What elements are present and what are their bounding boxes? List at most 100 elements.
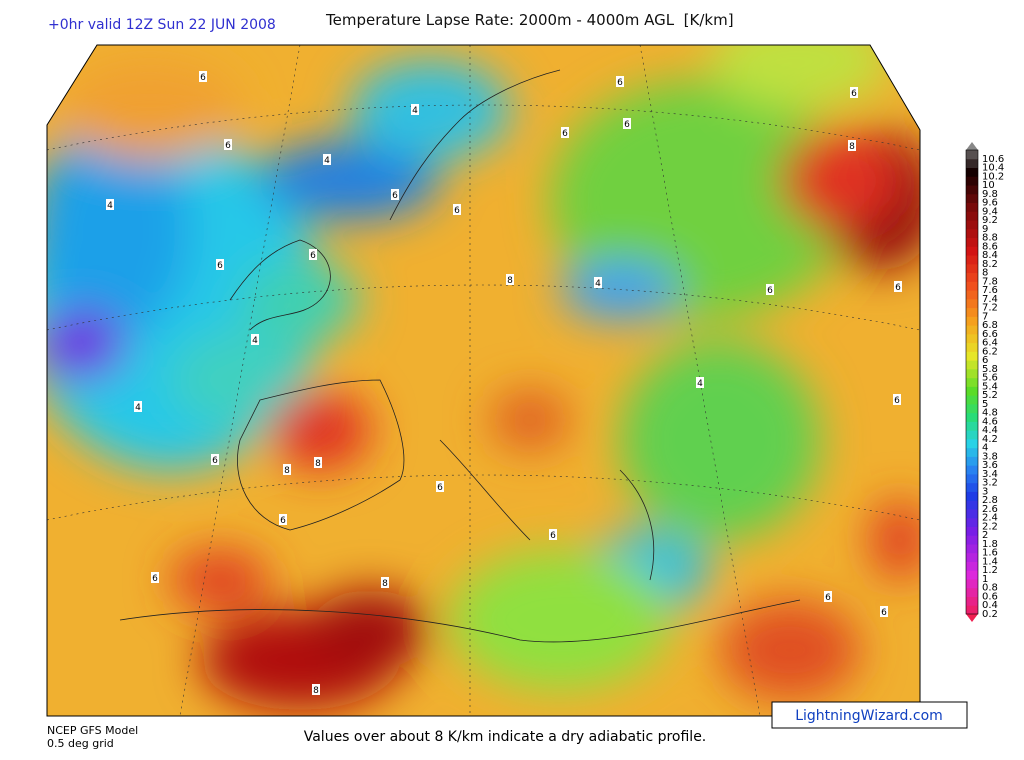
colorbar-label: 2.2 <box>982 521 998 532</box>
contour-label-bg <box>824 591 832 602</box>
contour-label: 6 <box>212 456 218 466</box>
contour-label: 6 <box>200 73 206 83</box>
colorbar-label: 8.4 <box>982 250 998 261</box>
colorbar-swatch <box>966 351 978 361</box>
contour-label: 6 <box>881 608 887 618</box>
colorbar-swatch <box>966 421 978 431</box>
colorbar-swatch <box>966 158 978 169</box>
map-field: 6 4 6 4 4 6 6 6 4 4 6 8 8 6 6 8 8 6 6 4 8 4 6 6 8 6 6 6 6 6 6 6 6 <box>47 45 920 716</box>
colorbar-swatch <box>966 587 978 597</box>
colorbar-label: 6.4 <box>982 338 998 349</box>
colorbar-label: 9.2 <box>982 215 998 226</box>
colorbar-swatch <box>966 508 978 519</box>
colorbar-label: 2 <box>982 530 988 541</box>
colorbar-label: 2.8 <box>982 495 998 506</box>
colorbar-swatch <box>966 526 978 536</box>
contour-label: 8 <box>382 579 388 589</box>
colorbar-swatch <box>966 543 978 554</box>
contour-label-bg <box>766 284 774 295</box>
colorbar-label: 5.4 <box>982 381 998 392</box>
contour-label-bg <box>199 71 207 82</box>
colorbar-frame <box>965 149 979 615</box>
colorbar-swatch <box>966 456 978 466</box>
contour-label: 4 <box>252 336 258 346</box>
colorbar-label: 3.4 <box>982 469 998 480</box>
colorbar-swatch <box>966 491 978 501</box>
brand[interactable]: LightningWizard.com <box>795 708 943 724</box>
contour-label: 6 <box>454 206 460 216</box>
colorbar-swatch <box>966 403 978 414</box>
colorbar-swatch <box>966 255 978 265</box>
colorbar-label: 1.4 <box>982 556 998 567</box>
colorbar-label: 10.6 <box>982 154 1004 165</box>
colorbar-label: 7.6 <box>982 285 998 296</box>
contour-label-bg <box>893 394 901 405</box>
map-title: Temperature Lapse Rate: 2000m - 4000m AG… <box>325 11 734 29</box>
contour-label: 8 <box>315 459 321 469</box>
model-label: NCEP GFS Model <box>47 724 138 737</box>
coastlines <box>119 69 801 643</box>
contour-label: 6 <box>152 574 158 584</box>
colorbar-swatch <box>966 211 978 221</box>
colorbar-swatch <box>966 570 978 580</box>
colorbar-label: 3 <box>982 486 988 497</box>
colorbar-swatch <box>966 482 978 492</box>
colorbar-swatch <box>966 377 978 387</box>
contour-label: 4 <box>697 379 703 389</box>
colorbar-label: 5.2 <box>982 390 998 401</box>
contour-label-bg <box>594 277 602 288</box>
colorbar-label: 10 <box>982 180 995 191</box>
contour-label: 6 <box>437 483 443 493</box>
colorbar-label: 6.2 <box>982 346 998 357</box>
colorbar-label: 8 <box>982 268 988 279</box>
colorbar-swatch <box>966 281 978 291</box>
contour-label: 4 <box>412 106 418 116</box>
colorbar-swatch <box>966 360 978 370</box>
colorbar-label: 7.4 <box>982 294 998 305</box>
colorbar-swatch <box>966 535 978 545</box>
colorbar-label: 1.6 <box>982 548 998 559</box>
colorbar-swatch <box>966 325 978 335</box>
colorbar-swatch <box>966 552 978 562</box>
colorbar-label: 1.8 <box>982 539 998 550</box>
contour-label-bg <box>696 377 704 388</box>
colorbar-label: 0.2 <box>982 609 998 620</box>
contour-label-bg <box>561 127 569 138</box>
colorbar-label: 8.6 <box>982 241 998 252</box>
colorbar-label: 7 <box>982 311 988 322</box>
graticule <box>47 45 920 716</box>
colorbar-label: 8.8 <box>982 233 998 244</box>
contour-label-bg <box>549 529 557 540</box>
colorbar-swatch <box>966 386 978 396</box>
colorbar-label: 1 <box>982 574 988 585</box>
colorbar-swatch <box>966 237 978 247</box>
brand-box <box>771 701 968 729</box>
colorbar-swatch <box>966 150 978 160</box>
colorbar-swatch <box>966 298 978 309</box>
colorbar-swatch <box>966 220 978 230</box>
contour-label-bg <box>211 454 219 465</box>
contour-label: 6 <box>217 261 223 271</box>
contour-label-bg <box>323 154 331 165</box>
contour-label-bg <box>151 572 159 583</box>
colorbar-swatch <box>966 290 978 300</box>
colorbar-label: 2.4 <box>982 513 998 524</box>
colorbar-swatch <box>966 333 978 344</box>
colorbar-label: 10.4 <box>982 163 1004 174</box>
colorbar-swatch <box>966 412 978 422</box>
contour-label-bg <box>880 606 888 617</box>
colorbar-swatch <box>966 473 978 484</box>
colorbar-swatch <box>966 596 978 606</box>
colorbar-label: 9.4 <box>982 206 998 217</box>
contour-label: 6 <box>310 251 316 261</box>
contour-label: 4 <box>324 156 330 166</box>
colorbar-swatch <box>966 272 978 282</box>
contour-label: 6 <box>895 283 901 293</box>
colorbar-label: 0.6 <box>982 591 998 602</box>
contour-label: 6 <box>225 141 231 151</box>
colorbar-label: 6.6 <box>982 329 998 340</box>
colorbar-label: 6.8 <box>982 320 998 331</box>
contour-label: 6 <box>550 531 556 541</box>
colorbar-swatch <box>966 438 978 449</box>
